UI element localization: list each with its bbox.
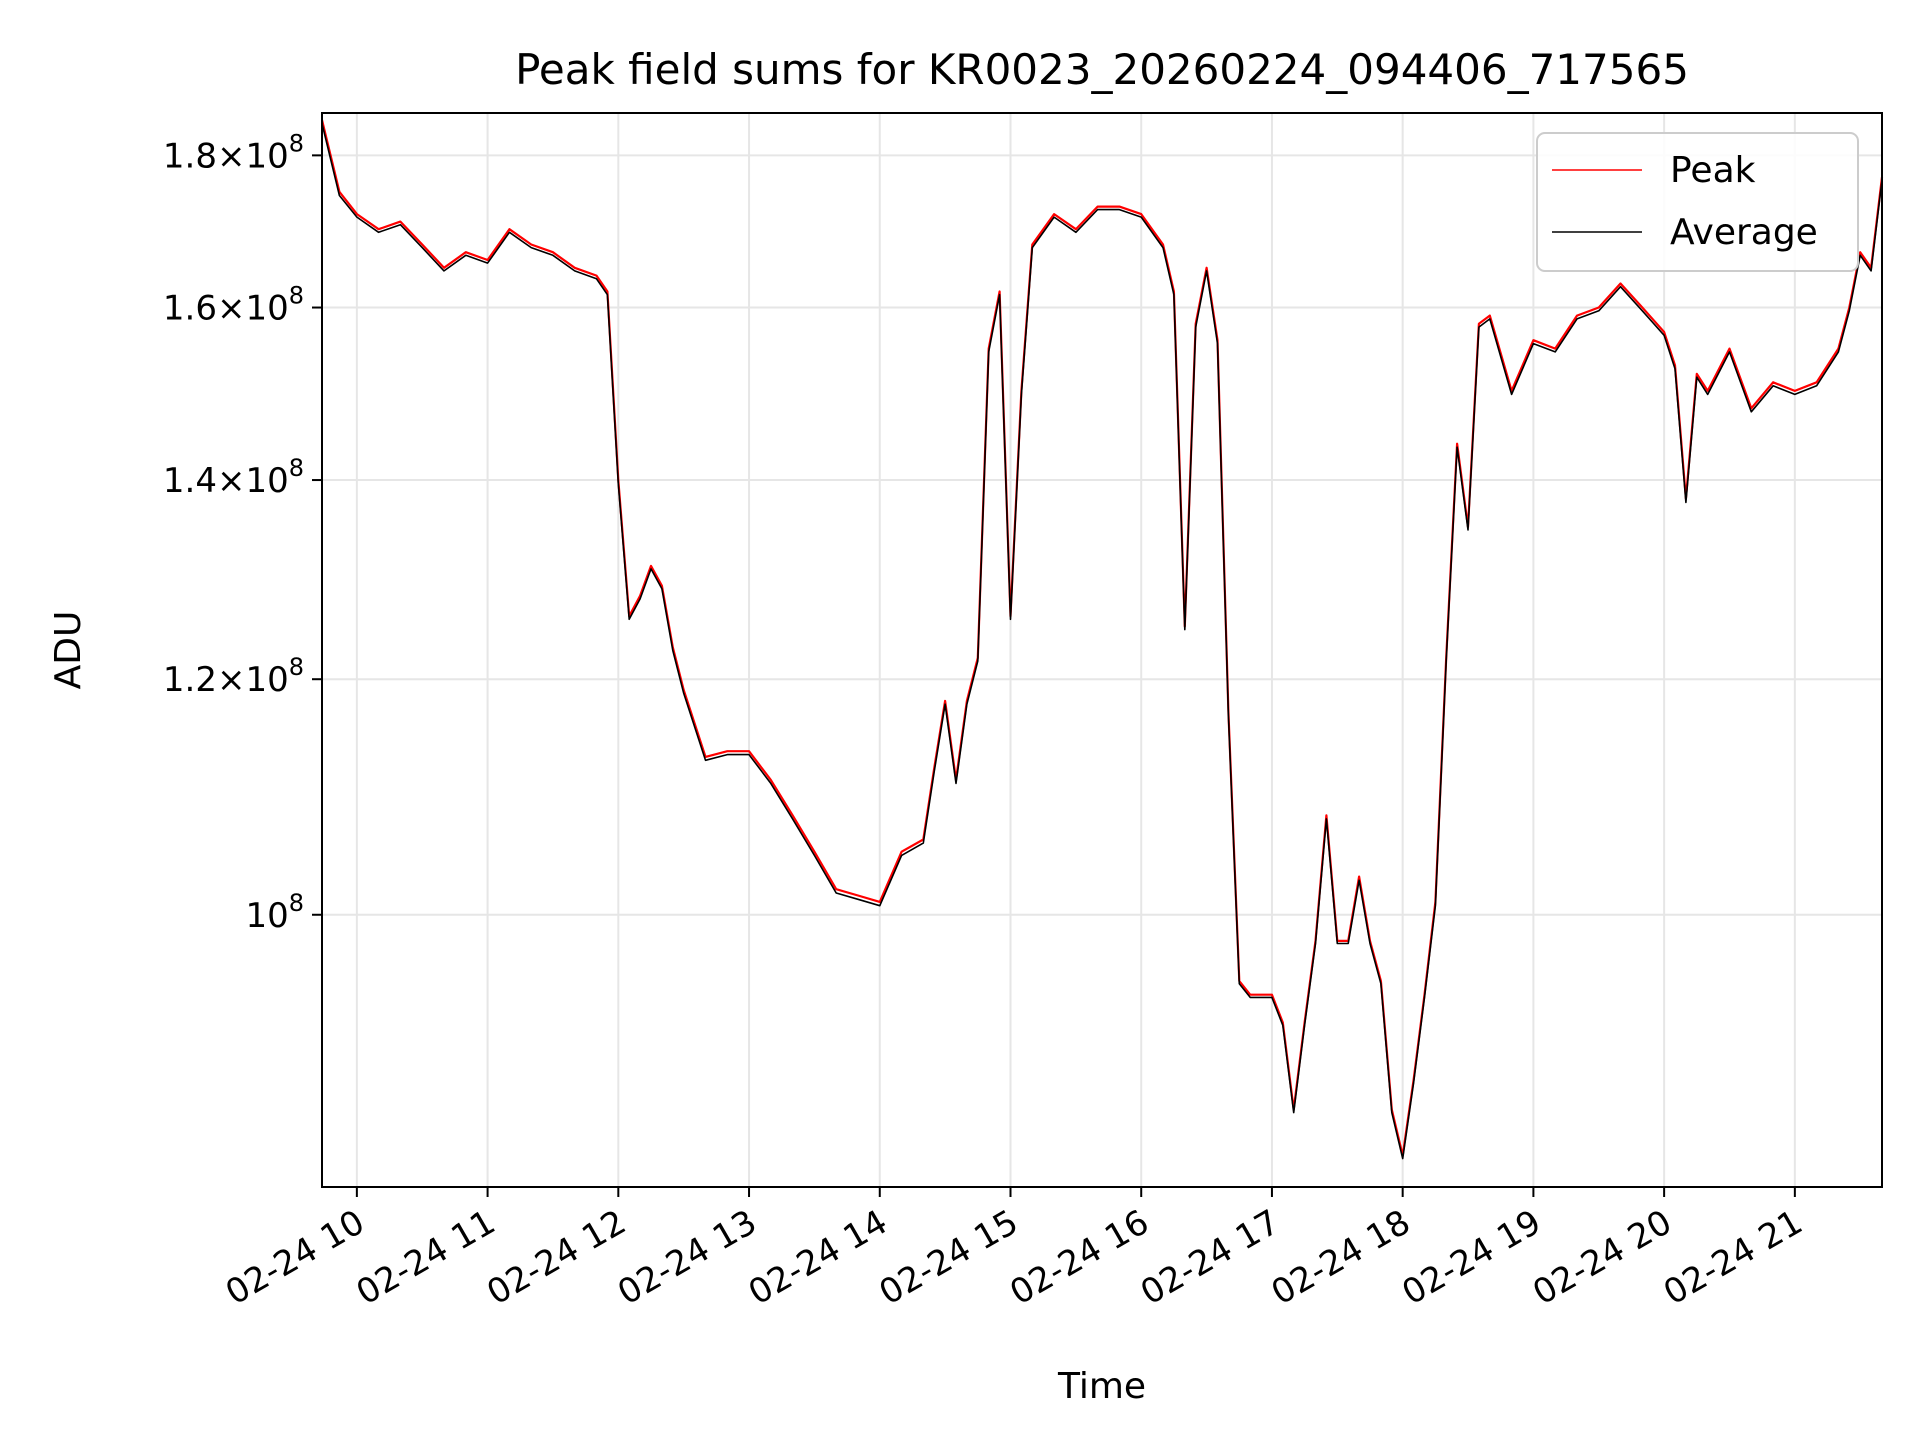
y-tick-label: 1.8×108 <box>163 129 304 176</box>
grid-lines <box>322 113 1882 1187</box>
y-tick-label: 1.4×108 <box>163 454 304 501</box>
y-tick-label: 108 <box>245 889 304 936</box>
y-axis-label: ADU <box>48 611 89 690</box>
plot-frame <box>321 112 1883 1188</box>
legend-peak-label: Peak <box>1670 150 1756 191</box>
x-axis-label: Time <box>1057 1366 1146 1407</box>
series-line-average <box>321 123 1883 1160</box>
y-tick-label: 1.2×108 <box>163 653 304 700</box>
legend-average-label: Average <box>1670 212 1818 253</box>
legend: Peak Average <box>1536 132 1859 272</box>
legend-box <box>1536 132 1859 272</box>
chart-title: Peak field sums for KR0023_20260224_0944… <box>515 45 1689 94</box>
series-layer <box>320 119 1884 1160</box>
y-tick-label: 1.6×108 <box>163 282 304 329</box>
y-axis: 108 1.2×108 1.4×108 1.6×108 1.8×108 <box>163 129 322 936</box>
